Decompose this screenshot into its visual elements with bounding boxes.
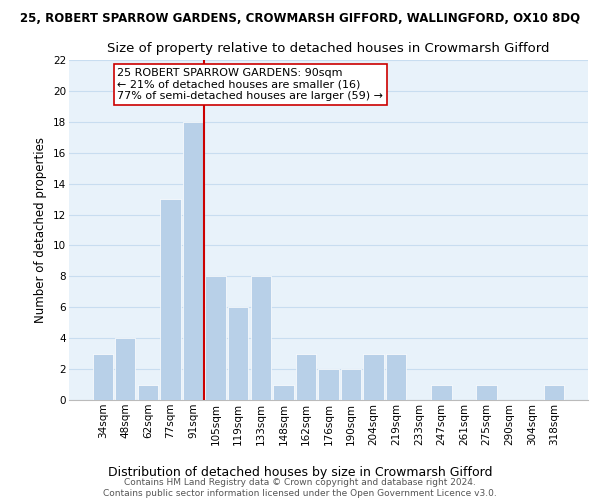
Title: Size of property relative to detached houses in Crowmarsh Gifford: Size of property relative to detached ho…	[107, 42, 550, 54]
Bar	[319, 369, 338, 400]
Bar	[386, 354, 406, 400]
Bar	[273, 384, 293, 400]
Text: Contains HM Land Registry data © Crown copyright and database right 2024.
Contai: Contains HM Land Registry data © Crown c…	[103, 478, 497, 498]
Bar	[205, 276, 226, 400]
Bar	[160, 199, 181, 400]
Bar	[476, 384, 497, 400]
Bar	[92, 354, 113, 400]
Bar	[138, 384, 158, 400]
Bar	[251, 276, 271, 400]
Bar	[544, 384, 565, 400]
Bar	[341, 369, 361, 400]
Text: 25, ROBERT SPARROW GARDENS, CROWMARSH GIFFORD, WALLINGFORD, OX10 8DQ: 25, ROBERT SPARROW GARDENS, CROWMARSH GI…	[20, 12, 580, 26]
Bar	[364, 354, 384, 400]
Bar	[115, 338, 136, 400]
Bar	[296, 354, 316, 400]
Bar	[431, 384, 452, 400]
Bar	[183, 122, 203, 400]
Text: Distribution of detached houses by size in Crowmarsh Gifford: Distribution of detached houses by size …	[108, 466, 492, 479]
Text: 25 ROBERT SPARROW GARDENS: 90sqm
← 21% of detached houses are smaller (16)
77% o: 25 ROBERT SPARROW GARDENS: 90sqm ← 21% o…	[118, 68, 383, 101]
Y-axis label: Number of detached properties: Number of detached properties	[34, 137, 47, 323]
Bar	[228, 308, 248, 400]
